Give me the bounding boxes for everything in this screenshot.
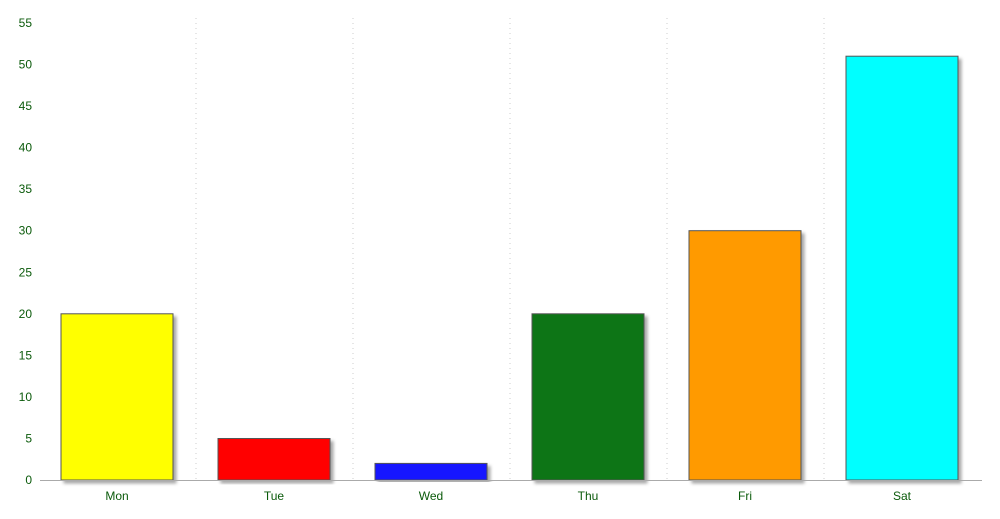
bar-fri bbox=[688, 230, 802, 481]
bars bbox=[60, 55, 959, 481]
bar-tue bbox=[217, 438, 331, 481]
x-tick-label: Thu bbox=[578, 489, 599, 503]
bar-mon bbox=[60, 313, 174, 481]
x-tick-label: Fri bbox=[738, 489, 752, 503]
y-tick-label: 10 bbox=[19, 390, 33, 404]
y-tick-label: 20 bbox=[19, 307, 33, 321]
y-tick-label: 50 bbox=[19, 58, 33, 72]
y-tick-label: 55 bbox=[19, 16, 33, 30]
x-tick-labels: Mon Tue Wed Thu Fri Sat bbox=[105, 489, 911, 503]
y-tick-label: 35 bbox=[19, 182, 33, 196]
x-tick-label: Wed bbox=[419, 489, 443, 503]
bar-wed bbox=[374, 462, 488, 481]
y-tick-label: 45 bbox=[19, 99, 33, 113]
y-tick-label: 30 bbox=[19, 224, 33, 238]
y-tick-label: 0 bbox=[25, 473, 32, 487]
x-tick-label: Mon bbox=[105, 489, 128, 503]
y-tick-label: 15 bbox=[19, 348, 33, 362]
x-tick-label: Tue bbox=[264, 489, 285, 503]
y-tick-label: 5 bbox=[25, 432, 32, 446]
y-tick-labels: 0 5 10 15 20 25 30 35 40 45 50 55 bbox=[19, 16, 33, 487]
bar-sat bbox=[845, 55, 959, 481]
x-tick-label: Sat bbox=[893, 489, 912, 503]
bar-thu bbox=[531, 313, 645, 481]
grid-lines bbox=[195, 18, 825, 480]
y-tick-label: 25 bbox=[19, 265, 33, 279]
y-tick-label: 40 bbox=[19, 141, 33, 155]
